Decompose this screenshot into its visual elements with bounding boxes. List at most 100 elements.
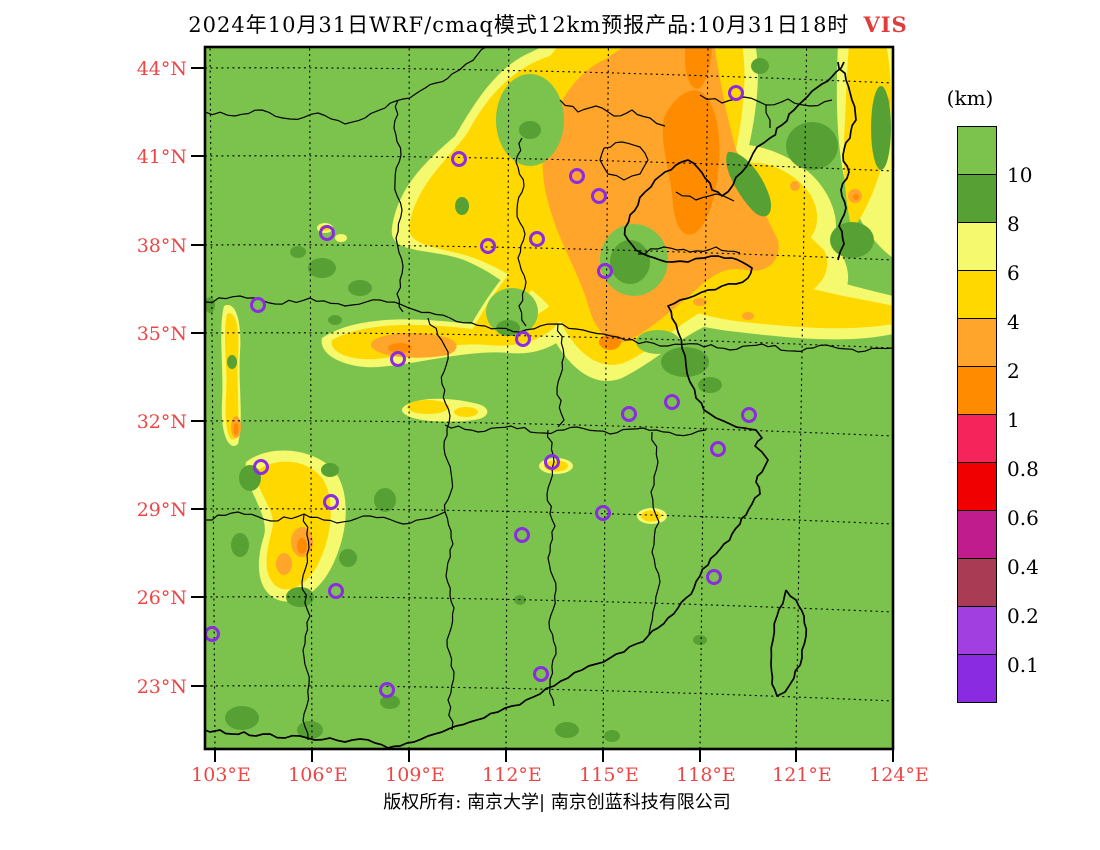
colorbar-unit-label: (km) <box>946 86 994 110</box>
city-marker <box>533 666 549 682</box>
province-boundary <box>559 99 666 127</box>
lon-tick-label: 124°E <box>869 764 929 786</box>
colorbar-segment <box>957 222 997 271</box>
city-marker <box>664 394 680 410</box>
colorbar-level-label: 0.8 <box>1007 457 1039 481</box>
city-marker <box>515 331 531 347</box>
province-boundary <box>205 47 487 125</box>
map-area <box>205 47 893 749</box>
lon-gridline <box>309 47 313 749</box>
lat-tick-label: 35°N <box>137 323 187 345</box>
map-frame <box>203 45 895 751</box>
colorbar-segment <box>957 462 997 511</box>
province-boundary <box>675 191 735 202</box>
colorbar-segment <box>957 318 997 367</box>
graticule-gridlines <box>205 47 893 749</box>
province-boundary <box>205 511 446 525</box>
colorbar-segment <box>957 510 997 559</box>
colorbar-segment <box>957 558 997 607</box>
colorbar-segment <box>957 174 997 223</box>
city-marker <box>319 225 335 241</box>
lon-tick-label: 118°E <box>676 764 736 786</box>
axis-ticks <box>191 67 894 762</box>
colorbar-segment <box>957 270 997 319</box>
lat-tick-label: 44°N <box>137 58 187 80</box>
province-boundary <box>599 141 649 181</box>
colorbar-segment <box>957 126 997 175</box>
city-marker <box>706 569 722 585</box>
colorbar-level-label: 0.1 <box>1007 653 1039 677</box>
lon-gridline <box>505 47 510 749</box>
lon-gridline <box>892 719 893 749</box>
city-marker <box>328 583 344 599</box>
lon-tick-label: 109°E <box>385 764 445 786</box>
colorbar-level-label: 1 <box>1007 408 1020 432</box>
province-boundary <box>556 323 565 428</box>
lon-gridline <box>602 47 609 749</box>
lat-gridline <box>205 155 893 172</box>
colorbar-level-label: 2 <box>1007 359 1020 383</box>
lat-gridline <box>205 67 893 84</box>
city-marker <box>390 351 406 367</box>
lat-gridline <box>205 508 893 525</box>
lon-tick-label: 112°E <box>482 764 542 786</box>
province-boundary <box>515 137 527 327</box>
city-marker <box>323 494 339 510</box>
lat-gridline <box>205 420 893 437</box>
lon-tick-label: 115°E <box>579 764 639 786</box>
city-marker <box>597 263 613 279</box>
colorbar-level-label: 0.2 <box>1007 604 1039 628</box>
colorbar-segment <box>957 366 997 415</box>
lat-tick-label: 26°N <box>137 587 187 609</box>
city-marker <box>621 406 637 422</box>
province-boundary <box>393 99 404 313</box>
city-marker <box>250 297 266 313</box>
city-marker <box>741 407 757 423</box>
lat-tick-label: 23°N <box>137 676 187 698</box>
lon-tick-label: 103°E <box>191 764 251 786</box>
province-boundary <box>546 429 557 707</box>
lat-gridline <box>205 685 893 702</box>
coastline-segment <box>781 61 845 126</box>
lat-tick-label: 41°N <box>137 146 187 168</box>
colorbar-segment <box>957 654 997 703</box>
city-marker <box>480 238 496 254</box>
province-boundary <box>697 343 893 353</box>
colorbar-level-label: 8 <box>1007 212 1020 236</box>
lon-gridline <box>209 47 216 749</box>
city-marker <box>591 188 607 204</box>
city-marker <box>529 231 545 247</box>
lon-tick-label: 121°E <box>772 764 832 786</box>
colorbar-segment <box>957 606 997 655</box>
lat-tick-label: 38°N <box>137 235 187 257</box>
lat-tick-label: 32°N <box>137 411 187 433</box>
province-boundary <box>444 424 707 437</box>
city-marker <box>544 454 560 470</box>
city-marker <box>514 527 530 543</box>
city-marker <box>451 151 467 167</box>
colorbar-level-label: 6 <box>1007 261 1020 285</box>
lat-gridline <box>205 596 893 613</box>
province-boundaries-and-coastline <box>205 47 893 749</box>
province-boundary <box>648 431 661 635</box>
lon-gridline <box>795 47 808 749</box>
lon-gridline <box>699 47 709 749</box>
coastline-segment <box>770 589 808 697</box>
province-boundary <box>205 295 699 347</box>
city-marker <box>379 682 395 698</box>
copyright-text: 版权所有: 南京大学| 南京创蓝科技有限公司 <box>383 792 731 813</box>
colorbar-level-label: 0.6 <box>1007 506 1039 530</box>
figure-title-variable: VIS <box>863 12 908 37</box>
colorbar-level-label: 4 <box>1007 310 1020 334</box>
lat-tick-label: 29°N <box>137 499 187 521</box>
city-marker <box>253 459 269 475</box>
figure-title: 2024年10月31日WRF/cmaq模式12km预报产品:10月31日18时 V… <box>0 9 1096 39</box>
lon-tick-label: 106°E <box>288 764 348 786</box>
colorbar-level-label: 0.4 <box>1007 555 1039 579</box>
coastline-segment <box>837 61 857 261</box>
province-boundary <box>765 104 771 128</box>
city-markers <box>205 85 757 698</box>
colorbar-level-label: 10 <box>1007 163 1033 187</box>
